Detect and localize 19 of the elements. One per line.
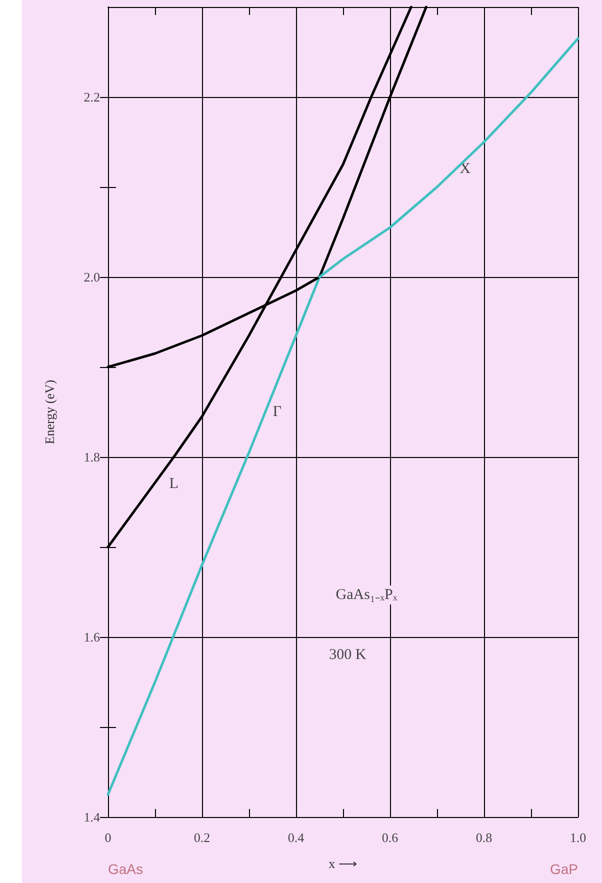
- annotation: Γ: [272, 404, 282, 420]
- x-tick-label: 0.6: [382, 830, 399, 845]
- y-tick-label: 2.0: [84, 270, 100, 284]
- text: GaP: [550, 861, 578, 877]
- y-tick-label: 2.2: [84, 90, 100, 104]
- y-tick-label: 1.4: [84, 810, 100, 824]
- text: GaAs: [108, 861, 144, 877]
- x-tick-label: 0.8: [476, 830, 492, 845]
- x-tick-label: 0.4: [288, 830, 305, 845]
- y-tick-label: 1.8: [84, 450, 100, 464]
- annotation: 300 K: [329, 647, 366, 663]
- y-tick-label: 1.6: [84, 630, 100, 644]
- annotation: GaAs₁₋ₓPₓ: [336, 587, 398, 603]
- y-axis-title: Energy (eV): [42, 380, 57, 444]
- x-tick-label: 0: [104, 830, 112, 845]
- x-tick-label: 0.2: [194, 830, 210, 845]
- x-tick-label: 1.0: [570, 830, 586, 845]
- annotation: L: [169, 476, 178, 492]
- x-axis-title: x ⟶: [328, 856, 358, 871]
